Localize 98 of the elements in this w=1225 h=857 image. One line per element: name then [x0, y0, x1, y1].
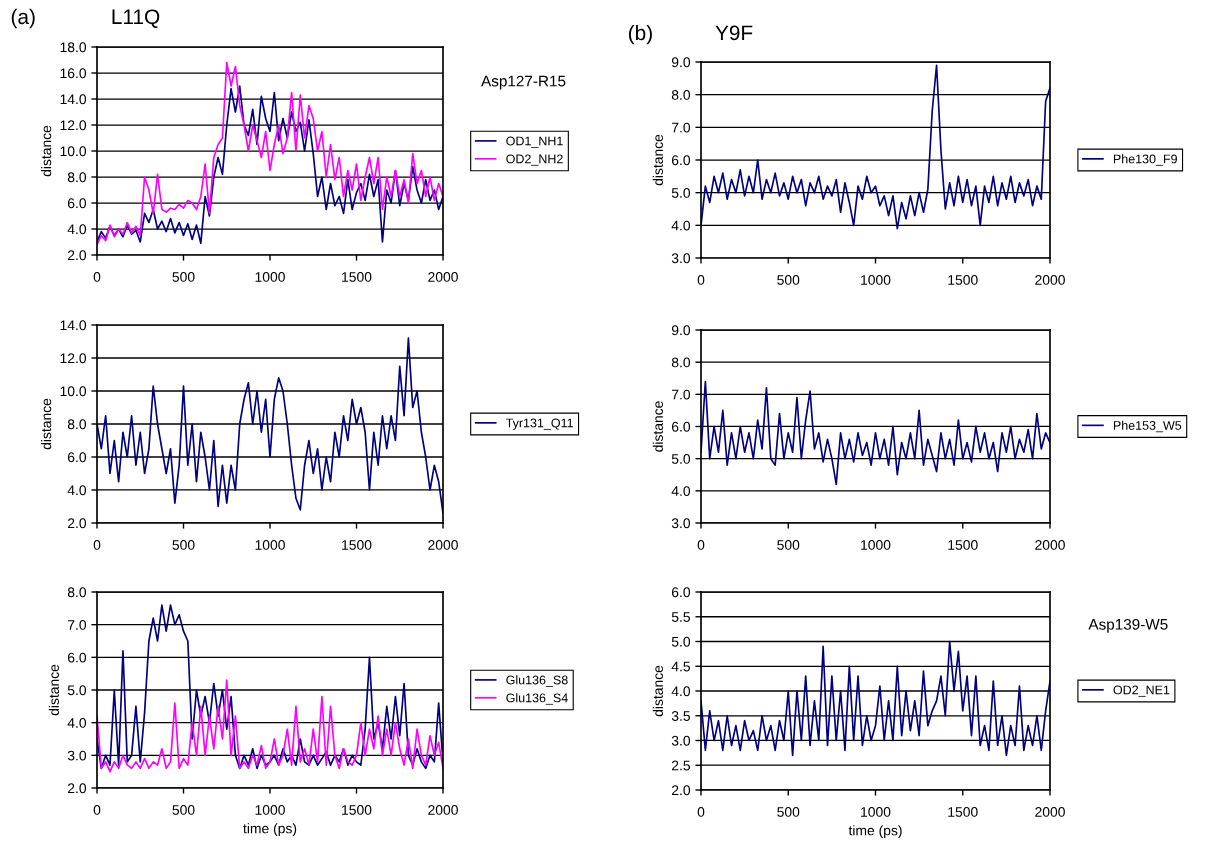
text: Asp127-R15	[481, 75, 566, 90]
y-tick-label: 18.0	[60, 42, 87, 53]
text: Asp139-W5	[1088, 618, 1168, 633]
y-tick-label: 8.0	[671, 357, 691, 368]
x-tick-label: 500	[172, 540, 195, 550]
y-tick-label: 6.0	[67, 198, 87, 209]
y-tick-label: 3.0	[671, 735, 691, 746]
y-tick-label: 6.0	[67, 452, 87, 463]
legend-label: Glu136_S4	[506, 693, 568, 705]
y-tick-label: 16.0	[60, 68, 87, 79]
y-tick-label: 2.5	[671, 760, 690, 771]
x-tick-label: 0	[697, 807, 705, 817]
y-tick-label: 9.0	[671, 57, 691, 68]
x-axis-title: time (ps)	[243, 823, 297, 837]
x-tick-label: 1500	[948, 807, 978, 817]
x-tick-label: 500	[172, 805, 195, 815]
y-tick-label: 5.0	[671, 636, 691, 647]
y-tick-label: 7.0	[671, 389, 691, 400]
y-tick-label: 8.0	[67, 587, 87, 598]
y-tick-label: 3.0	[67, 750, 87, 761]
y-tick-label: 8.0	[67, 419, 87, 430]
y-tick-label: 6.0	[671, 155, 691, 166]
x-tick-label: 1000	[255, 805, 285, 815]
x-tick-label: 0	[93, 272, 101, 282]
y-tick-label: 4.0	[671, 486, 691, 496]
x-tick-label: 1500	[342, 272, 372, 282]
legend-label: Tyr131_Q11	[505, 418, 573, 430]
y-tick-label: 4.0	[671, 220, 691, 231]
legend-label: Phe130_F9	[1113, 154, 1177, 166]
x-tick-label: 2000	[428, 272, 458, 282]
y-tick-label: 3.0	[671, 253, 691, 264]
y-tick-label: 2.0	[67, 518, 87, 529]
text: (b)	[629, 24, 652, 45]
y-tick-label: 10.0	[60, 146, 87, 157]
chart-title: L11Q	[112, 9, 160, 28]
x-tick-label: 0	[697, 275, 705, 285]
y-axis-title: distance	[652, 134, 663, 186]
x-tick-label: 2000	[1035, 275, 1065, 285]
x-tick-label: 0	[697, 540, 705, 550]
y-tick-label: 6.0	[67, 652, 87, 663]
y-tick-label: 9.0	[671, 325, 691, 336]
y-tick-label: 3.0	[671, 518, 691, 529]
x-tick-label: 2000	[428, 805, 458, 815]
x-tick-label: 1000	[255, 540, 285, 550]
y-tick-label: 2.0	[671, 785, 691, 796]
x-tick-label: 2000	[428, 540, 458, 550]
x-tick-label: 0	[93, 805, 101, 815]
y-axis-title: distance	[652, 665, 663, 717]
y-tick-label: 5.0	[671, 188, 691, 198]
y-tick-label: 14.0	[60, 94, 87, 105]
y-tick-label: 6.0	[671, 421, 691, 432]
legend-label: Phe153_W5	[1113, 420, 1182, 433]
x-tick-label: 1500	[342, 805, 372, 815]
x-axis-title: time (ps)	[848, 825, 902, 839]
x-tick-label: 500	[777, 807, 800, 817]
x-tick-label: 1000	[861, 540, 891, 550]
y-tick-label: 10.0	[60, 386, 87, 397]
chart-title: Y9F	[715, 25, 753, 41]
y-tick-label: 7.0	[67, 620, 87, 630]
x-tick-label: 1000	[255, 272, 285, 282]
x-tick-label: 1000	[861, 807, 891, 817]
y-tick-label: 12.0	[60, 353, 87, 364]
y-tick-label: 14.0	[60, 320, 87, 331]
y-tick-label: 5.5	[671, 612, 690, 622]
x-tick-label: 2000	[1035, 807, 1065, 817]
legend-label: OD2_NH2	[506, 154, 563, 166]
y-tick-label: 2.0	[67, 783, 87, 794]
x-tick-label: 500	[172, 272, 195, 282]
y-axis-title: distance	[48, 664, 59, 716]
y-tick-label: 8.0	[671, 90, 691, 100]
y-axis-title: distance	[652, 401, 663, 452]
y-tick-label: 2.0	[67, 250, 87, 261]
x-tick-label: 500	[777, 540, 800, 550]
legend-label: OD1_NH1	[506, 136, 563, 148]
y-tick-label: 4.0	[671, 686, 691, 697]
legend-label: OD2_NE1	[1113, 685, 1170, 697]
x-tick-label: 1000	[861, 275, 891, 285]
y-axis-title: distance	[41, 125, 52, 177]
x-tick-label: 500	[777, 275, 800, 285]
y-tick-label: 4.0	[67, 224, 87, 235]
y-tick-label: 3.5	[671, 711, 690, 721]
x-tick-label: 0	[93, 540, 101, 550]
y-tick-label: 4.0	[67, 718, 87, 728]
x-tick-label: 2000	[1035, 540, 1065, 550]
y-tick-label: 7.0	[671, 122, 691, 133]
y-tick-label: 8.0	[67, 172, 87, 183]
x-tick-label: 1500	[948, 275, 978, 285]
y-tick-label: 4.5	[671, 661, 690, 672]
y-axis-title: distance	[41, 398, 52, 450]
y-tick-label: 5.0	[671, 454, 691, 464]
y-tick-label: 4.0	[67, 485, 87, 496]
text: (a)	[11, 8, 35, 29]
x-tick-label: 1500	[342, 540, 372, 550]
y-tick-label: 6.0	[671, 587, 691, 598]
legend-label: Glu136_S8	[506, 675, 568, 687]
y-tick-label: 12.0	[60, 120, 87, 131]
x-tick-label: 1500	[948, 540, 978, 550]
y-tick-label: 5.0	[67, 685, 87, 696]
